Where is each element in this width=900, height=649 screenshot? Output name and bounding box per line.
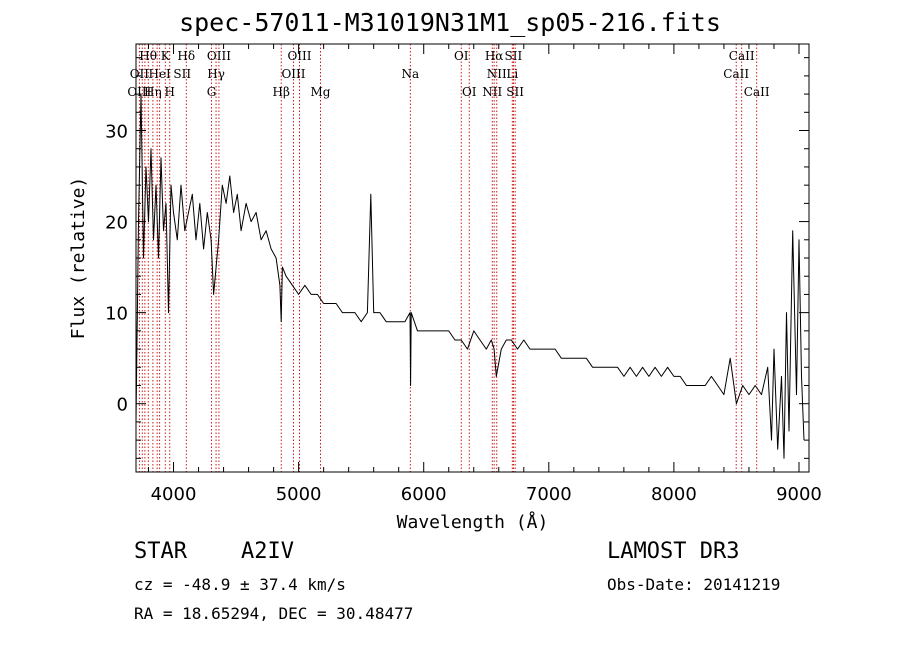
y-axis-label: Flux (relative) bbox=[68, 177, 89, 340]
spectral-line-label: OIII bbox=[281, 67, 305, 81]
y-tick-label: 20 bbox=[105, 213, 128, 234]
spectral-line-label: CaII bbox=[723, 67, 749, 81]
spectral-line-label: NII bbox=[487, 67, 507, 81]
spectral-line-label: SII bbox=[506, 85, 524, 99]
spectral-line-label: Hβ bbox=[273, 85, 290, 99]
spectral-line-label: Hδ bbox=[177, 49, 195, 63]
spectral-line-label: NII bbox=[482, 85, 502, 99]
chart-title: spec-57011-M31019N31M1_sp05-216.fits bbox=[179, 8, 721, 37]
object-subclass: A2IV bbox=[241, 539, 294, 564]
spectral-line-label: H bbox=[165, 85, 175, 99]
x-tick-label: 8000 bbox=[651, 484, 697, 505]
obs-date: Obs-Date: 20141219 bbox=[607, 575, 781, 594]
spectral-line-label: CaII bbox=[729, 49, 755, 63]
spectral-line-label: SII bbox=[173, 67, 191, 81]
spectral-line-label: OIII bbox=[207, 49, 231, 63]
spectral-line-label: Mg bbox=[311, 85, 331, 99]
y-tick-label: 30 bbox=[105, 122, 128, 143]
plot-frame bbox=[135, 43, 810, 473]
spectral-line-label: SII bbox=[505, 49, 523, 63]
x-tick-label: 4000 bbox=[151, 484, 197, 505]
spectral-line-label: OIII bbox=[287, 49, 311, 63]
x-tick-label: 6000 bbox=[401, 484, 447, 505]
x-tick-label: 7000 bbox=[526, 484, 572, 505]
x-tick-label: 5000 bbox=[276, 484, 322, 505]
survey-name: LAMOST DR3 bbox=[607, 539, 740, 564]
spectral-line-label: G bbox=[207, 85, 217, 99]
spectral-line-label: Li bbox=[506, 67, 518, 81]
spectral-line-label: CaII bbox=[744, 85, 770, 99]
x-axis-label: Wavelength (Å) bbox=[397, 511, 549, 533]
spectral-line-label: OII bbox=[130, 67, 150, 81]
x-tick-label: 9000 bbox=[776, 484, 822, 505]
object-class: STAR bbox=[134, 539, 187, 564]
spectral-line-label: OI bbox=[454, 49, 469, 63]
spectral-line-label: Hγ bbox=[207, 67, 225, 81]
spectral-line-label: Na bbox=[402, 67, 420, 81]
spectrum-line bbox=[135, 93, 805, 459]
spectral-line-label: Hη bbox=[144, 85, 162, 99]
spectral-line-label: HeI bbox=[148, 67, 171, 81]
spectral-line-label: OI bbox=[462, 85, 477, 99]
spectral-line-label: OIII bbox=[127, 85, 151, 99]
spectral-line-label: Hθ bbox=[139, 49, 157, 63]
spectral-line-label: Hα bbox=[485, 49, 504, 63]
redshift-cz: cz = -48.9 ± 37.4 km/s bbox=[134, 575, 346, 594]
y-tick-label: 0 bbox=[117, 395, 128, 416]
spectral-line-label: K bbox=[161, 49, 171, 63]
y-tick-label: 10 bbox=[105, 304, 128, 325]
ra-dec: RA = 18.65294, DEC = 30.48477 bbox=[134, 604, 414, 623]
